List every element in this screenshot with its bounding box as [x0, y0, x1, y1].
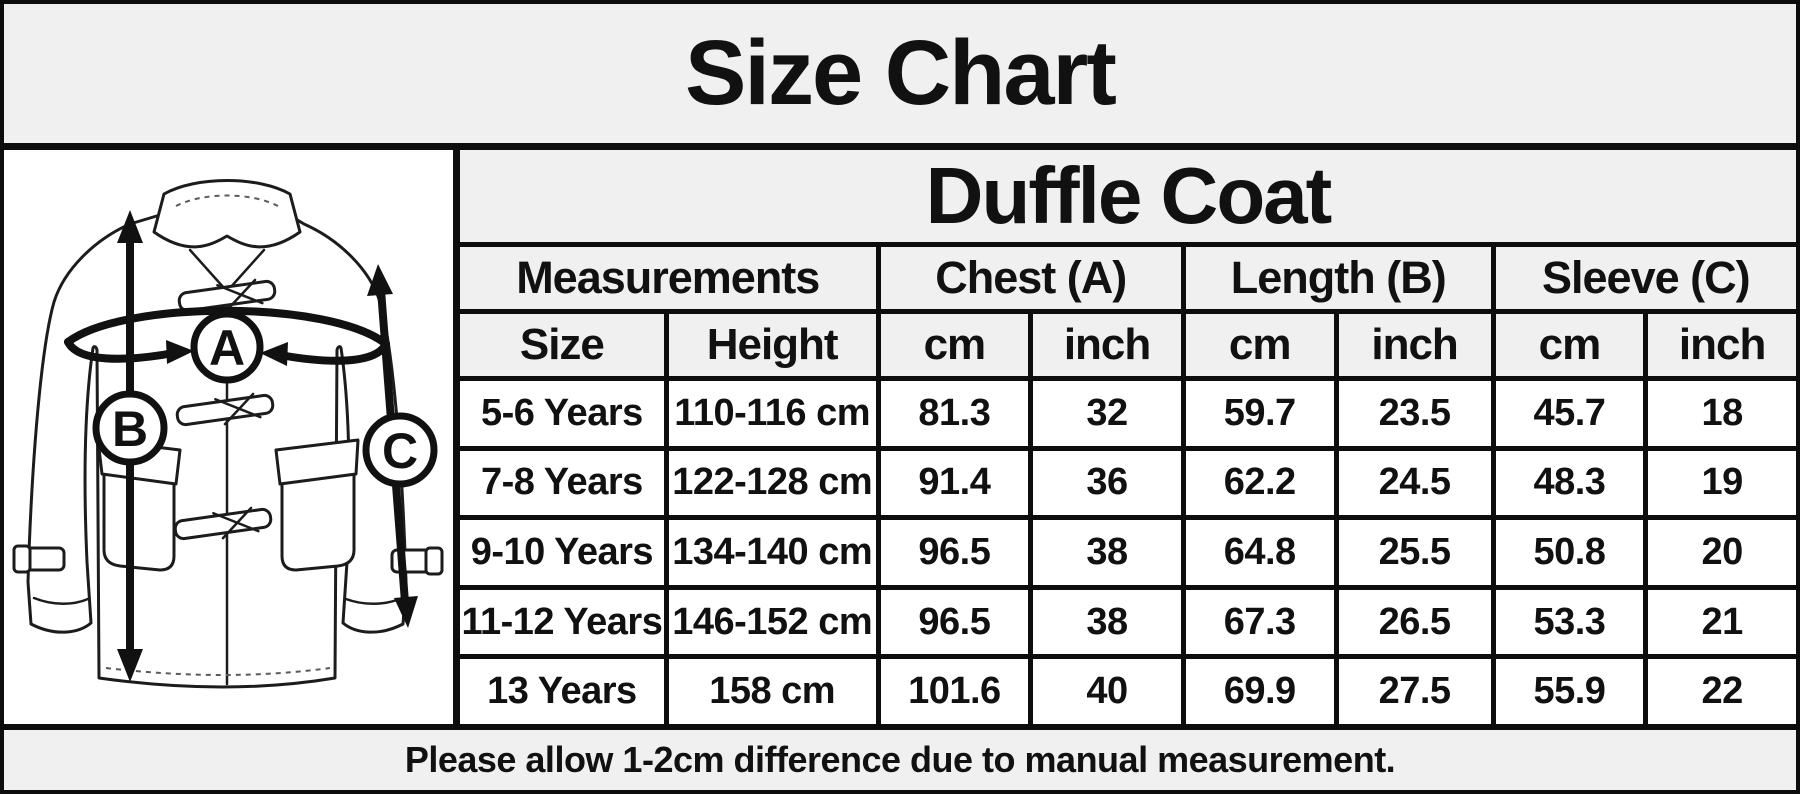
col-header-chest-cm: cm [880, 314, 1029, 376]
cell-size: 7-8 Years [460, 450, 664, 516]
col-header-size: Size [460, 314, 664, 376]
coat-diagram-panel: A B C [4, 150, 460, 724]
col-group-length: Length (B) [1185, 247, 1491, 309]
cell-sleeve-cm: 53.3 [1495, 589, 1644, 655]
cell-size: 9-10 Years [460, 520, 664, 585]
cell-height: 134-140 cm [668, 520, 876, 585]
cell-length-inch: 25.5 [1338, 520, 1491, 585]
chest-label-badge: A [190, 310, 264, 384]
col-header-sleeve-inch: inch [1648, 314, 1796, 376]
cell-sleeve-inch: 19 [1648, 450, 1796, 516]
length-label-badge: B [92, 390, 168, 466]
col-header-sleeve-cm: cm [1495, 314, 1644, 376]
cell-height: 146-152 cm [668, 589, 876, 655]
cell-chest-inch: 38 [1033, 589, 1181, 655]
cell-chest-cm: 96.5 [880, 589, 1029, 655]
left-strap-buckle [12, 544, 32, 574]
toggle-button-2 [175, 392, 275, 427]
collar-stitching [175, 194, 279, 207]
cell-length-cm: 67.3 [1185, 589, 1334, 655]
cell-chest-inch: 36 [1033, 450, 1181, 516]
cell-height: 122-128 cm [668, 450, 876, 516]
cell-sleeve-cm: 45.7 [1495, 381, 1644, 446]
size-table-grid: Duffle Coat Measurements Chest (A) Lengt… [460, 150, 1796, 724]
cell-length-cm: 59.7 [1185, 381, 1334, 446]
page-title: Size Chart [685, 22, 1117, 124]
cell-size: 13 Years [460, 659, 664, 724]
right-pocket-flap [274, 438, 360, 486]
cell-sleeve-cm: 55.9 [1495, 659, 1644, 724]
cell-height: 158 cm [668, 659, 876, 724]
product-title: Duffle Coat [460, 150, 1796, 242]
col-header-height: Height [668, 314, 876, 376]
cell-size: 5-6 Years [460, 381, 664, 446]
length-label: B [112, 401, 148, 457]
cell-sleeve-inch: 18 [1648, 381, 1796, 446]
lapel-right-line [228, 248, 266, 290]
right-pocket [280, 466, 356, 572]
col-header-length-cm: cm [1185, 314, 1334, 376]
cell-sleeve-cm: 50.8 [1495, 520, 1644, 585]
sleeve-label-badge: C [362, 412, 438, 488]
cell-length-cm: 64.8 [1185, 520, 1334, 585]
lapel-left-line [188, 248, 226, 290]
note-band: Please allow 1-2cm difference due to man… [4, 724, 1796, 790]
cell-sleeve-cm: 48.3 [1495, 450, 1644, 516]
left-cuff-line [32, 596, 90, 605]
size-table: Duffle Coat Measurements Chest (A) Lengt… [460, 150, 1796, 724]
cell-length-inch: 23.5 [1338, 381, 1491, 446]
cell-length-inch: 27.5 [1338, 659, 1491, 724]
col-group-measurements: Measurements [460, 247, 876, 309]
cell-sleeve-inch: 21 [1648, 589, 1796, 655]
chest-label: A [209, 320, 245, 376]
cell-length-inch: 24.5 [1338, 450, 1491, 516]
main-area: A B C Duffle Coat Measurements Chest (A)… [4, 150, 1796, 724]
cell-chest-cm: 81.3 [880, 381, 1029, 446]
cell-chest-cm: 91.4 [880, 450, 1029, 516]
cell-length-cm: 69.9 [1185, 659, 1334, 724]
toggle-button-1 [177, 278, 277, 313]
duffle-coat-illustration: A B C [12, 179, 444, 689]
toggle-button-3 [173, 506, 273, 541]
cell-chest-cm: 96.5 [880, 520, 1029, 585]
sleeve-label: C [382, 423, 418, 479]
left-pocket [102, 466, 176, 572]
cell-chest-inch: 32 [1033, 381, 1181, 446]
coat-collar [152, 179, 302, 249]
col-header-length-inch: inch [1338, 314, 1491, 376]
cell-length-inch: 26.5 [1338, 589, 1491, 655]
cell-sleeve-inch: 22 [1648, 659, 1796, 724]
col-group-sleeve: Sleeve (C) [1495, 247, 1796, 309]
cell-chest-inch: 38 [1033, 520, 1181, 585]
col-header-chest-inch: inch [1033, 314, 1181, 376]
title-band: Size Chart [4, 4, 1796, 150]
cell-size: 11-12 Years [460, 589, 664, 655]
cell-chest-cm: 101.6 [880, 659, 1029, 724]
cell-sleeve-inch: 20 [1648, 520, 1796, 585]
measurement-note: Please allow 1-2cm difference due to man… [404, 739, 1396, 780]
cell-chest-inch: 40 [1033, 659, 1181, 724]
col-group-chest: Chest (A) [880, 247, 1181, 309]
cell-height: 110-116 cm [668, 381, 876, 446]
cell-length-cm: 62.2 [1185, 450, 1334, 516]
right-strap-buckle [424, 546, 444, 576]
